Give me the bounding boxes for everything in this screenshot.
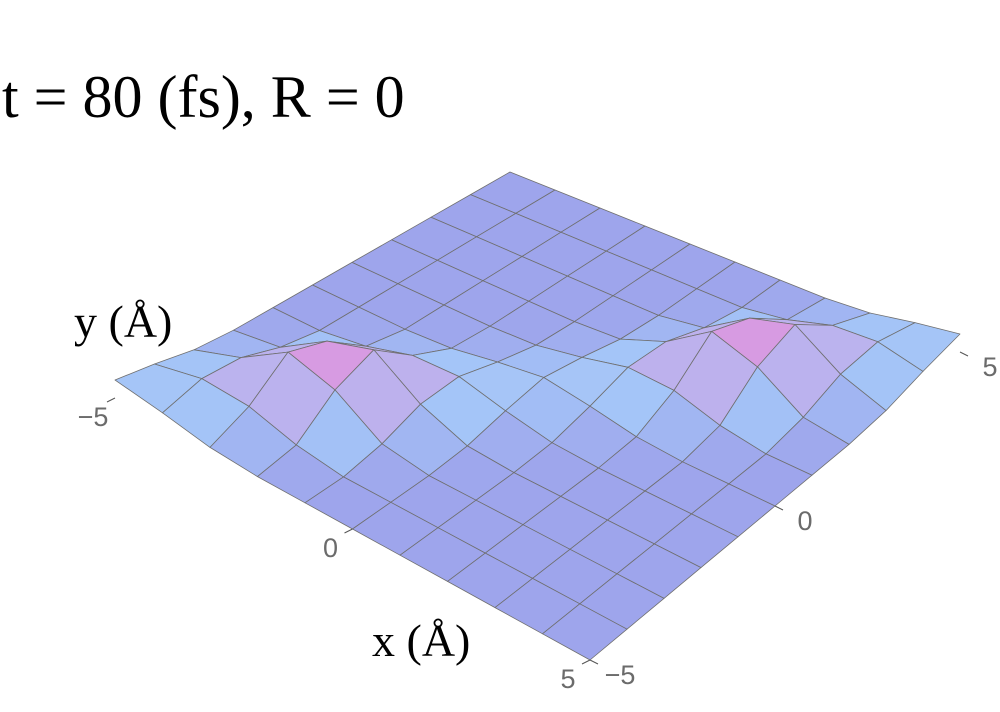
x-tick-mark	[106, 397, 116, 403]
x-tick-label: −5	[78, 402, 109, 432]
surface	[114, 171, 961, 661]
x-tick-label: 5	[560, 664, 575, 694]
y-tick-label: 0	[797, 506, 812, 536]
axes: −5 0 5 −5 0 5	[78, 351, 998, 694]
x-axis-label: x (Å)	[372, 615, 470, 666]
y-tick-mark	[959, 351, 969, 357]
x-tick-mark	[344, 528, 353, 534]
y-tick-mark	[774, 505, 784, 511]
y-tick-mark	[589, 659, 599, 665]
surface-cell	[542, 603, 628, 661]
chart-title: t = 80 (fs), R = 0	[2, 64, 405, 130]
y-tick-label: −5	[605, 660, 636, 690]
y-tick-label: 5	[982, 352, 997, 382]
y-axis-label: y (Å)	[74, 296, 172, 347]
x-tick-label: 0	[323, 533, 338, 563]
x-tick-mark	[581, 659, 591, 665]
